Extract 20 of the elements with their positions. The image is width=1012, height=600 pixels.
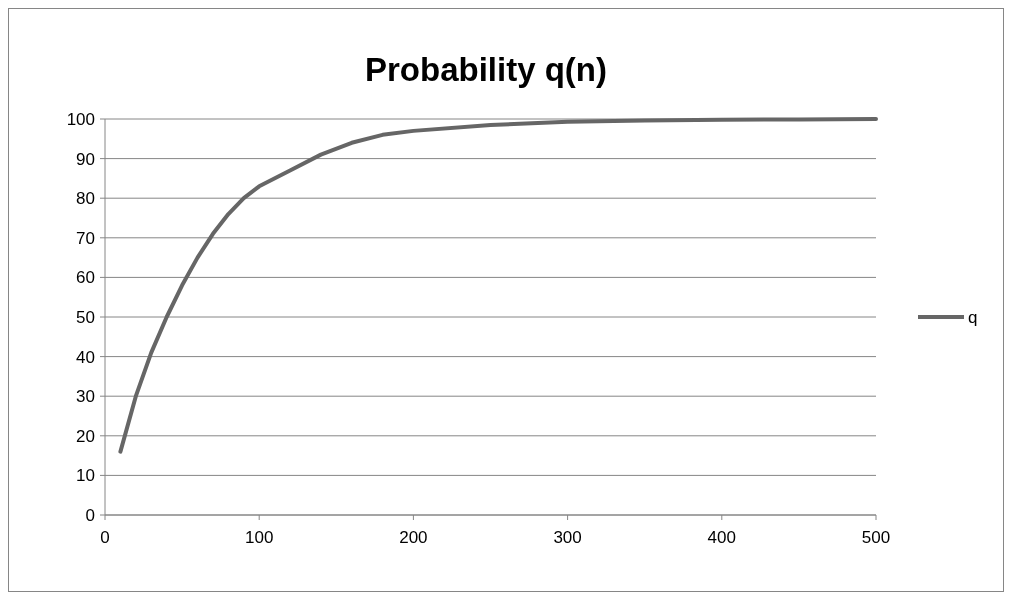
x-tick-label: 200 [399,528,428,547]
y-tick-label: 70 [76,228,95,248]
y-tick-label: 50 [76,307,95,327]
x-tick-label: 400 [707,528,736,547]
y-tick-label: 100 [66,109,95,129]
y-tick-label: 30 [76,387,95,407]
y-tick-label: 20 [76,426,95,446]
x-tick-label: 100 [245,528,274,547]
y-tick-label: 40 [76,347,95,367]
y-tick-label: 90 [76,149,95,169]
y-tick-label: 80 [76,189,95,209]
x-tick-label: 0 [100,528,110,547]
x-tick-label: 500 [861,528,891,547]
line-series [118,117,878,454]
x-tick-label: 300 [553,528,582,547]
y-tick-label: 0 [85,505,95,525]
legend-label: q [968,307,978,327]
y-tick-label: 60 [76,268,95,288]
y-tick-label: 10 [76,466,95,486]
chart-title: Probability q(n) [365,51,607,88]
